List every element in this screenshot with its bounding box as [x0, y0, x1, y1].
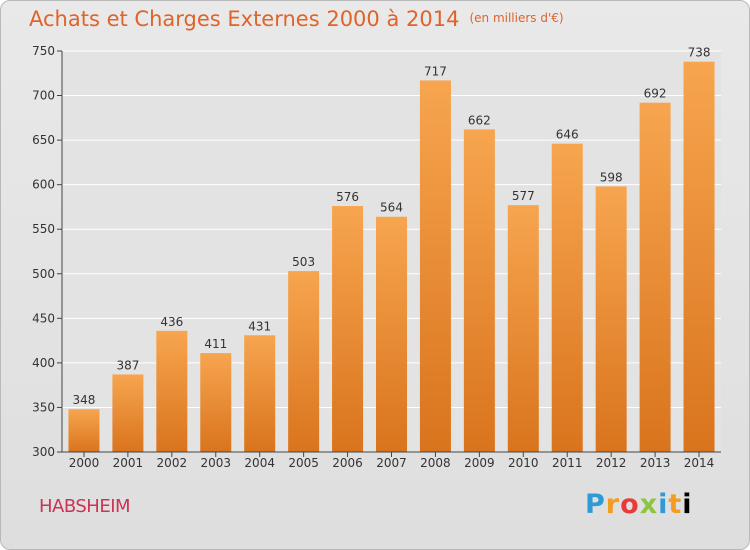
value-label-2003: 411	[204, 337, 227, 351]
y-tick-label: 400	[32, 356, 55, 370]
logo-letter: i	[658, 489, 669, 520]
value-label-2011: 646	[556, 128, 579, 142]
value-label-2001: 387	[116, 358, 139, 372]
bar-2000	[68, 409, 100, 452]
chart-title-text: Achats et Charges Externes 2000 à 2014	[29, 7, 460, 31]
value-label-2014: 738	[688, 46, 711, 60]
city-name: HABSHEIM	[39, 496, 131, 517]
value-label-2005: 503	[292, 255, 315, 269]
proxiti-logo: Proxiti	[585, 489, 693, 520]
bar-2004	[244, 335, 276, 452]
axes: 300 350 400 450 500 550 600 650 700 750 2000 2001 20…	[32, 44, 721, 470]
bar-2012	[595, 186, 627, 452]
x-tick-label-2013: 2013	[640, 456, 671, 470]
x-tick-label-2000: 2000	[69, 456, 100, 470]
value-label-2002: 436	[160, 315, 183, 329]
value-label-2008: 717	[424, 64, 447, 78]
y-tick-label: 600	[32, 178, 55, 192]
x-tick-label-2010: 2010	[508, 456, 539, 470]
y-tick-label: 300	[32, 445, 55, 459]
bar-2002	[156, 330, 188, 452]
y-tick-label: 350	[32, 400, 55, 414]
value-label-2010: 577	[512, 189, 535, 203]
bar-2009	[463, 129, 495, 452]
bar-2010	[507, 205, 539, 452]
y-tick-label: 650	[32, 133, 55, 147]
value-label-2007: 564	[380, 201, 403, 215]
x-tick-label-2004: 2004	[244, 456, 275, 470]
x-tick-label-2003: 2003	[200, 456, 231, 470]
logo-letter: i	[682, 489, 693, 520]
x-tick-label-2001: 2001	[113, 456, 144, 470]
x-tick-label-2011: 2011	[552, 456, 583, 470]
logo-letter: t	[668, 489, 683, 520]
bar-2003	[200, 353, 232, 452]
bar-2001	[112, 374, 144, 452]
logo-letter: r	[605, 489, 621, 520]
value-label-2004: 431	[248, 319, 271, 333]
y-tick-label: 750	[32, 44, 55, 58]
x-tick-label-2008: 2008	[420, 456, 451, 470]
value-label-2009: 662	[468, 113, 491, 127]
bars	[68, 61, 715, 453]
value-label-2000: 348	[73, 393, 96, 407]
bar-2011	[551, 143, 583, 453]
logo-letter: o	[620, 489, 640, 520]
x-tick-label-2005: 2005	[288, 456, 319, 470]
chart-title: Achats et Charges Externes 2000 à 2014 (e…	[29, 7, 564, 31]
x-tick-label-2012: 2012	[596, 456, 627, 470]
value-labels: 348 387 436 411 431 503 576 564 717 662 577 646 598 6…	[73, 46, 711, 408]
bar-2007	[376, 216, 407, 452]
x-tick-label-2009: 2009	[464, 456, 495, 470]
x-tick-label-2002: 2002	[157, 456, 188, 470]
x-tick-label-2007: 2007	[376, 456, 407, 470]
logo-letter: P	[585, 489, 606, 520]
bar-2014	[683, 61, 715, 453]
value-label-2013: 692	[644, 87, 667, 101]
value-label-2012: 598	[600, 170, 623, 184]
y-tick-label: 700	[32, 89, 55, 103]
value-label-2006: 576	[336, 190, 359, 204]
chart-unit: (en milliers d'€)	[469, 11, 564, 25]
bar-2013	[639, 102, 671, 452]
y-tick-label: 550	[32, 222, 55, 236]
logo-letter: x	[639, 489, 659, 520]
bar-2005	[288, 271, 320, 452]
y-tick-label: 450	[32, 311, 55, 325]
y-tick-label: 500	[32, 267, 55, 281]
bar-2006	[332, 206, 364, 452]
x-tick-label-2006: 2006	[332, 456, 363, 470]
x-tick-label-2014: 2014	[684, 456, 715, 470]
bar-2008	[419, 80, 451, 452]
